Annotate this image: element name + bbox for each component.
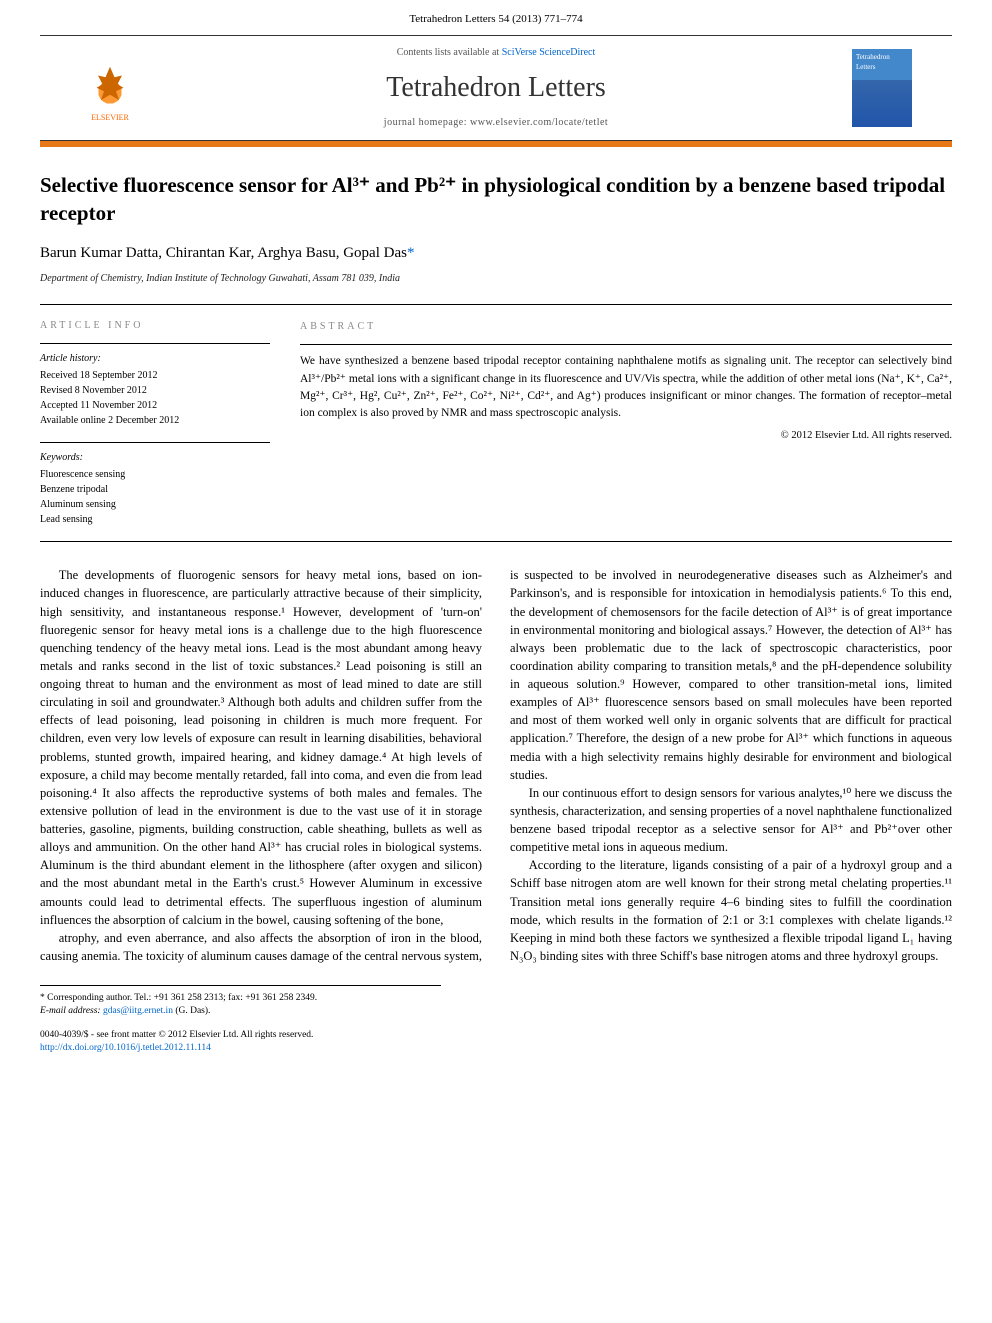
accepted-date: Accepted 11 November 2012 <box>40 398 270 413</box>
email-label: E-mail address: <box>40 1006 101 1016</box>
history-head: Article history: <box>40 352 270 366</box>
journal-name: Tetrahedron Letters <box>140 68 852 107</box>
homepage-url[interactable]: www.elsevier.com/locate/tetlet <box>470 117 608 128</box>
article-info: ARTICLE INFO Article history: Received 1… <box>40 319 270 527</box>
journal-header: ELSEVIER Contents lists available at Sci… <box>40 35 952 140</box>
header-center: Contents lists available at SciVerse Sci… <box>140 46 852 129</box>
abstract-copyright: © 2012 Elsevier Ltd. All rights reserved… <box>300 428 952 444</box>
doi-link[interactable]: http://dx.doi.org/10.1016/j.tetlet.2012.… <box>40 1043 211 1053</box>
abstract-text: We have synthesized a benzene based trip… <box>300 355 952 419</box>
body-paragraph-4: According to the literature, ligands con… <box>510 856 952 965</box>
body-paragraph-1: The developments of fluorogenic sensors … <box>40 566 482 929</box>
abstract: ABSTRACT We have synthesized a benzene b… <box>300 319 952 527</box>
elsevier-logo: ELSEVIER <box>80 53 140 123</box>
corresponding-marker: * <box>407 245 415 261</box>
received-date: Received 18 September 2012 <box>40 368 270 383</box>
email-line: E-mail address: gdas@iitg.ernet.in (G. D… <box>40 1005 441 1018</box>
revised-date: Revised 8 November 2012 <box>40 383 270 398</box>
email-suffix: (G. Das). <box>175 1006 210 1016</box>
contents-prefix: Contents lists available at <box>397 47 502 58</box>
accent-bar <box>40 141 952 147</box>
article-title: Selective fluorescence sensor for Al³⁺ a… <box>40 171 952 228</box>
sciencedirect-link[interactable]: SciVerse ScienceDirect <box>502 47 596 58</box>
cover-text: Tetrahedron Letters <box>856 53 908 73</box>
info-abstract-block: ARTICLE INFO Article history: Received 1… <box>40 304 952 542</box>
article-content: Selective fluorescence sensor for Al³⁺ a… <box>0 171 992 1056</box>
keyword-4: Lead sensing <box>40 512 270 527</box>
page-citation: Tetrahedron Letters 54 (2013) 771–774 <box>0 0 992 35</box>
corr-email-link[interactable]: gdas@iitg.ernet.in <box>103 1006 173 1016</box>
body-paragraph-3: In our continuous effort to design senso… <box>510 784 952 857</box>
abstract-head: ABSTRACT <box>300 319 952 334</box>
keyword-1: Fluorescence sensing <box>40 467 270 482</box>
keywords-block: Keywords: Fluorescence sensing Benzene t… <box>40 442 270 527</box>
keyword-3: Aluminum sensing <box>40 497 270 512</box>
author-list: Barun Kumar Datta, Chirantan Kar, Arghya… <box>40 245 407 261</box>
elsevier-tree-icon <box>85 62 135 112</box>
contents-line: Contents lists available at SciVerse Sci… <box>140 46 852 60</box>
corr-author-line: * Corresponding author. Tel.: +91 361 25… <box>40 992 441 1005</box>
publisher-name: ELSEVIER <box>91 112 129 123</box>
affiliation: Department of Chemistry, Indian Institut… <box>40 272 952 286</box>
homepage-line: journal homepage: www.elsevier.com/locat… <box>140 116 852 130</box>
article-info-head: ARTICLE INFO <box>40 319 270 333</box>
body-text: The developments of fluorogenic sensors … <box>40 566 952 965</box>
issn-line: 0040-4039/$ - see front matter © 2012 El… <box>40 1029 952 1042</box>
keywords-head: Keywords: <box>40 451 270 465</box>
authors: Barun Kumar Datta, Chirantan Kar, Arghya… <box>40 243 952 264</box>
online-date: Available online 2 December 2012 <box>40 413 270 428</box>
homepage-prefix: journal homepage: <box>384 117 470 128</box>
journal-cover-thumbnail: Tetrahedron Letters <box>852 49 912 127</box>
doi-block: 0040-4039/$ - see front matter © 2012 El… <box>40 1029 952 1056</box>
corresponding-footer: * Corresponding author. Tel.: +91 361 25… <box>40 985 441 1019</box>
keyword-2: Benzene tripodal <box>40 482 270 497</box>
